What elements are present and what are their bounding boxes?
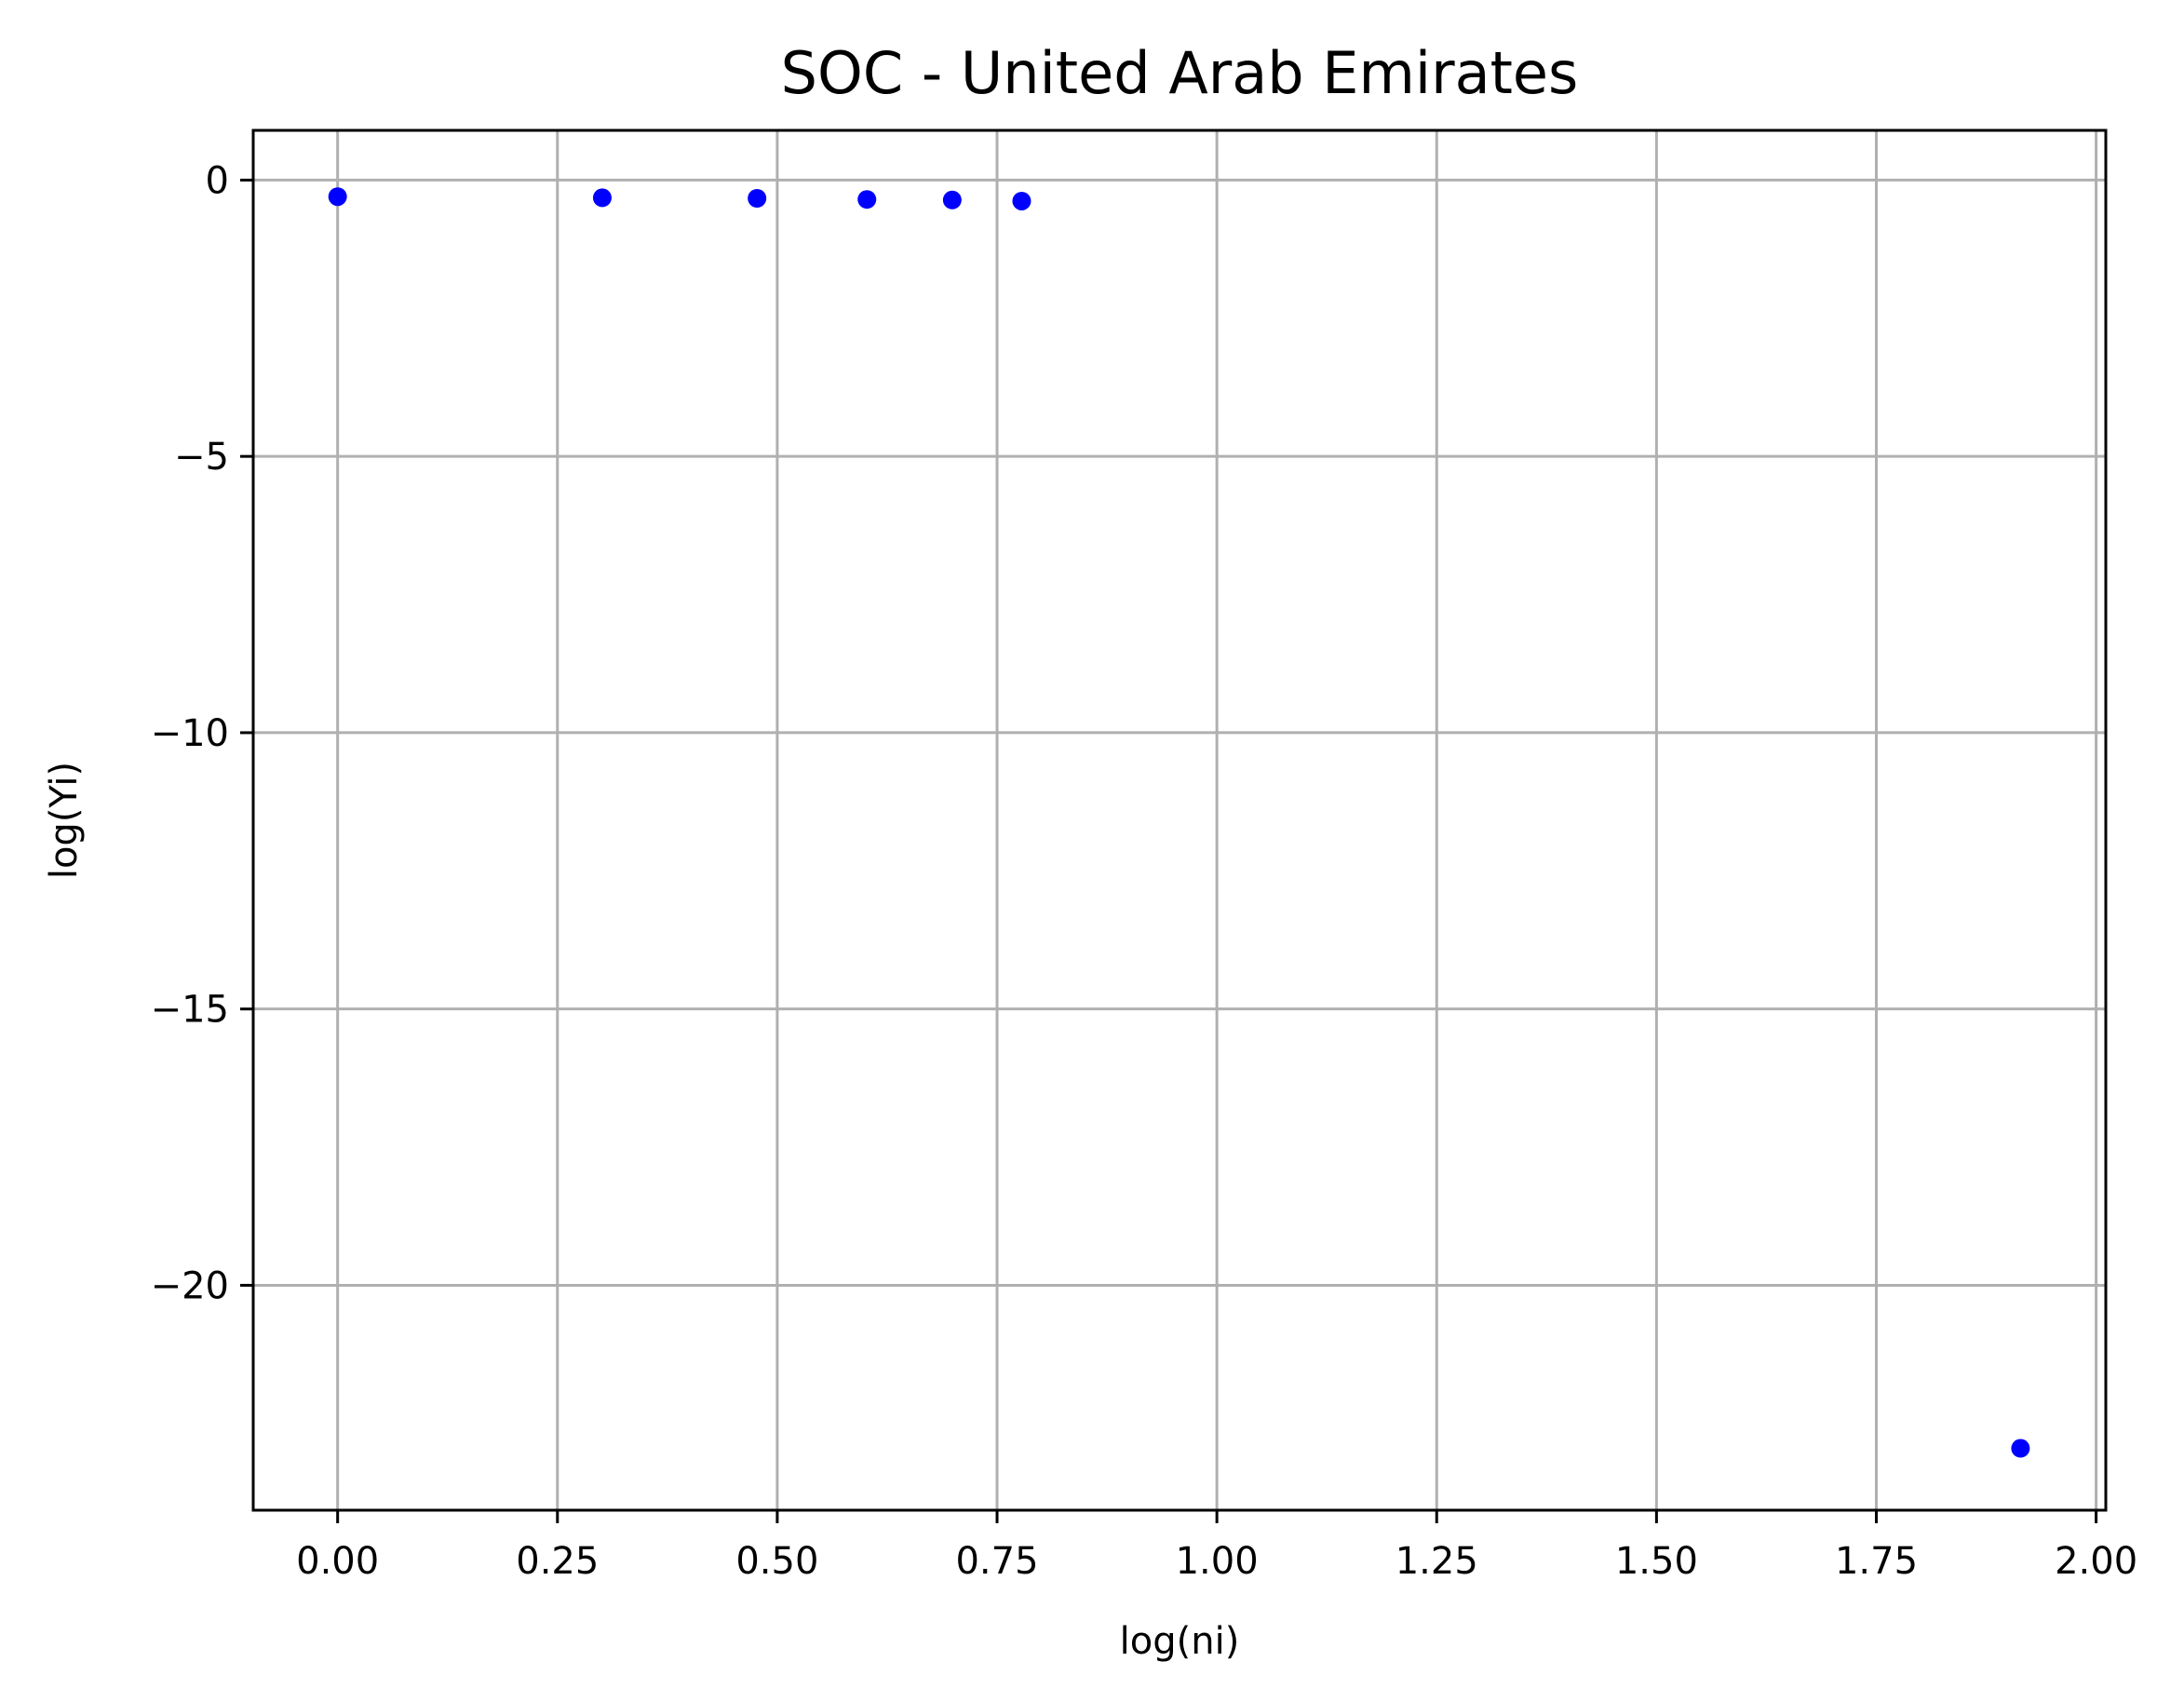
- data-point: [328, 187, 347, 207]
- y-tick-label: −10: [151, 712, 229, 755]
- data-points: [328, 187, 2030, 1458]
- data-point: [2011, 1439, 2030, 1458]
- x-tick-label: 0.25: [516, 1540, 599, 1583]
- x-tick-label: 1.75: [1835, 1540, 1918, 1583]
- y-tick-label: −20: [151, 1264, 229, 1307]
- x-tick-label: 1.25: [1395, 1540, 1478, 1583]
- y-tick-label: −15: [151, 989, 229, 1032]
- data-point: [1012, 191, 1031, 210]
- y-axis-ticks: 0 −5 −10 −15 −20: [151, 159, 253, 1307]
- x-axis-label: log(ni): [1120, 1620, 1240, 1663]
- x-axis-ticks: 0.00 0.25 0.50 0.75 1.00 1.25 1.50 1.75 2.00: [296, 1510, 2137, 1583]
- data-point: [857, 190, 877, 209]
- data-point: [748, 189, 767, 209]
- y-tick-label: 0: [206, 159, 229, 202]
- x-tick-label: 1.50: [1615, 1540, 1698, 1583]
- x-tick-label: 0.50: [735, 1540, 818, 1583]
- data-point: [942, 190, 962, 209]
- x-tick-label: 0.00: [296, 1540, 379, 1583]
- y-axis-label: log(Yi): [43, 762, 86, 879]
- chart-title: SOC - United Arab Emirates: [781, 39, 1579, 107]
- grid: [253, 130, 2106, 1510]
- x-tick-label: 2.00: [2055, 1540, 2137, 1583]
- plot-area-frame: [251, 128, 2108, 1512]
- data-point: [592, 188, 612, 208]
- x-tick-label: 1.00: [1176, 1540, 1259, 1583]
- y-tick-label: −5: [174, 436, 229, 479]
- x-tick-label: 0.75: [955, 1540, 1038, 1583]
